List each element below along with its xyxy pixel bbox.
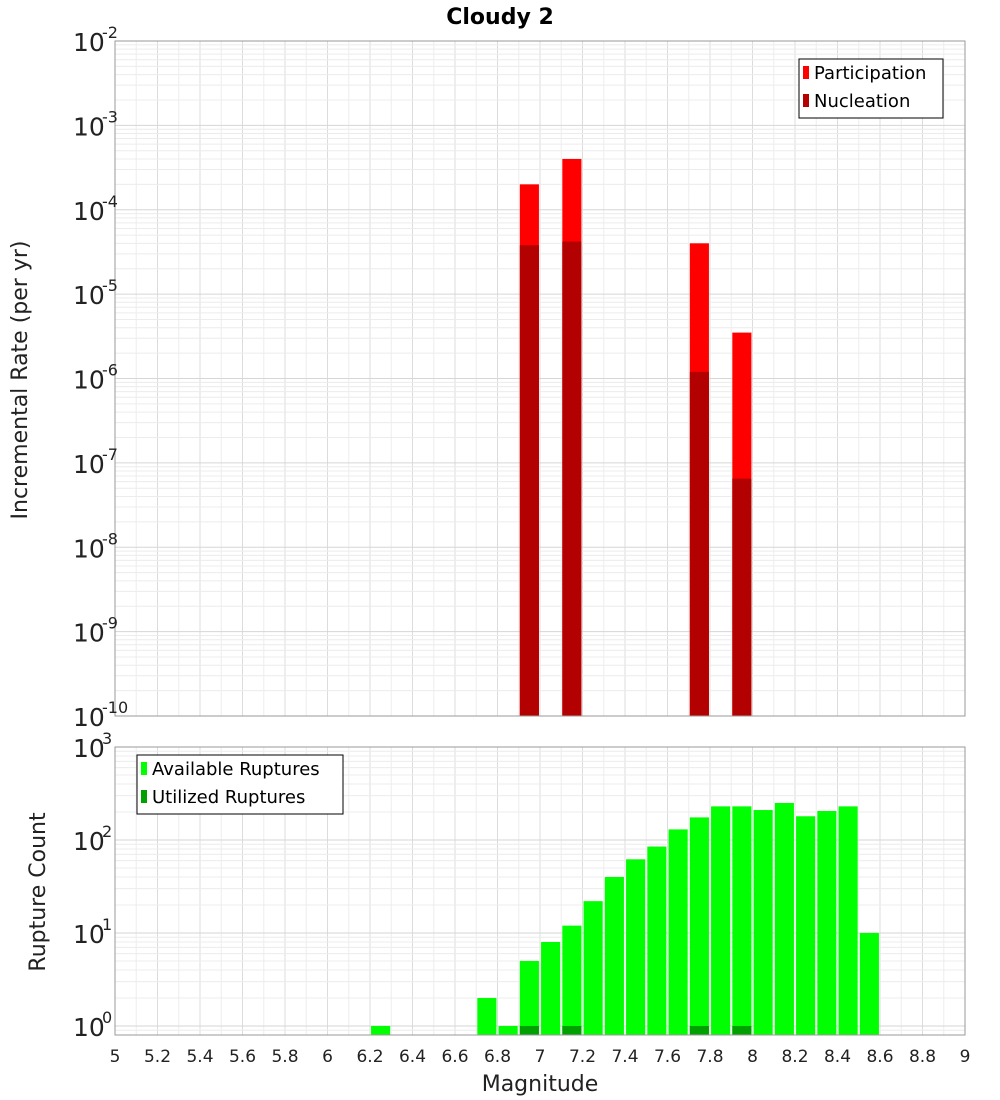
- y-tick-label: 10: [73, 703, 105, 732]
- y-tick-label: 10: [73, 534, 105, 563]
- legend-box: [798, 58, 944, 119]
- bar-available-ruptures: [732, 806, 752, 1035]
- y-tick-label: 10: [73, 366, 105, 395]
- x-tick-label: 6.2: [356, 1047, 383, 1067]
- y-tick-label: 10: [73, 112, 105, 141]
- legend-label: Available Ruptures: [152, 759, 320, 780]
- y-tick-label: 10: [73, 197, 105, 226]
- plot-border: [114, 40, 966, 717]
- bar-utilized-ruptures: [732, 1025, 752, 1035]
- chart-title: Cloudy 2: [446, 5, 554, 30]
- x-tick-label: 8: [747, 1047, 758, 1067]
- legend-box: [136, 754, 344, 815]
- bar-available-ruptures: [562, 925, 582, 1035]
- y-tick-label: 10: [73, 920, 105, 949]
- bar-available-ruptures: [604, 877, 624, 1035]
- x-tick-label: 8.4: [824, 1047, 851, 1067]
- bar-nucleation: [689, 371, 709, 716]
- y-tick-label-exponent: -8: [102, 529, 118, 548]
- x-axis: 5 5.2 5.4 5.6 5.8 6 6.2 6.4 6.6 6.8 7 7.2 7.4 7.6 7.8 8…: [110, 1047, 971, 1067]
- bottom-panel-y-axis-label: Rupture Count: [26, 812, 51, 972]
- bar-available-ruptures: [711, 806, 731, 1035]
- top-panel-y-axis-label: Incremental Rate (per yr): [8, 241, 33, 520]
- x-tick-label: 5.2: [144, 1047, 171, 1067]
- y-tick-label-exponent: -5: [102, 276, 118, 295]
- bar-nucleation: [519, 245, 539, 717]
- bar-utilized-ruptures: [689, 1025, 709, 1035]
- legend-label: Utilized Ruptures: [152, 787, 305, 808]
- x-tick-label: 8.6: [866, 1047, 893, 1067]
- bar-available-ruptures: [838, 806, 858, 1035]
- y-tick-label-exponent: -6: [102, 361, 118, 380]
- bar-available-ruptures: [498, 1025, 518, 1035]
- bar-available-ruptures: [774, 802, 794, 1035]
- y-tick-label: 10: [73, 619, 105, 648]
- y-tick-label-exponent: 2: [102, 822, 112, 841]
- bar-available-ruptures: [519, 960, 539, 1035]
- top-panel: 10-1010-910-810-710-610-510-410-310-2Par…: [73, 23, 966, 732]
- x-tick-label: 6.6: [441, 1047, 468, 1067]
- y-tick-label-exponent: 0: [102, 1008, 112, 1027]
- x-tick-label: 7.6: [654, 1047, 681, 1067]
- x-tick-label: 7.2: [569, 1047, 596, 1067]
- bar-nucleation: [562, 241, 582, 717]
- bar-available-ruptures: [817, 811, 837, 1035]
- y-tick-label-exponent: 1: [102, 915, 112, 934]
- y-tick-label-exponent: -7: [102, 445, 118, 464]
- y-tick-label-exponent: -9: [102, 614, 118, 633]
- bar-utilized-ruptures: [519, 1025, 539, 1035]
- legend: Participation Nucleation: [798, 58, 944, 119]
- x-tick-label: 5.4: [186, 1047, 213, 1067]
- y-tick-label-exponent: -2: [102, 23, 118, 42]
- x-tick-label: 5.8: [271, 1047, 298, 1067]
- x-tick-label: 5: [110, 1047, 121, 1067]
- x-tick-label: 7: [535, 1047, 546, 1067]
- x-tick-label: 6.4: [399, 1047, 426, 1067]
- x-tick-label: 6.8: [484, 1047, 511, 1067]
- bar-available-ruptures: [541, 942, 561, 1035]
- bar-available-ruptures: [583, 901, 603, 1035]
- legend-label: Participation: [814, 63, 926, 84]
- legend-swatch: [141, 762, 147, 775]
- y-tick-label-exponent: 3: [102, 729, 112, 748]
- bar-available-ruptures: [689, 817, 709, 1035]
- x-tick-label: 7.4: [611, 1047, 638, 1067]
- bar-available-ruptures: [647, 846, 667, 1035]
- bar-available-ruptures: [753, 810, 773, 1035]
- bar-utilized-ruptures: [562, 1025, 582, 1035]
- bar-available-ruptures: [626, 859, 646, 1035]
- legend-swatch: [803, 66, 809, 79]
- bar-available-ruptures: [668, 829, 688, 1035]
- y-tick-label-exponent: -4: [102, 192, 118, 211]
- x-tick-label: 8.2: [781, 1047, 808, 1067]
- y-tick-label-exponent: -10: [102, 698, 128, 717]
- y-tick-label: 10: [73, 450, 105, 479]
- bar-available-ruptures: [371, 1025, 391, 1035]
- y-tick-label: 10: [73, 281, 105, 310]
- bar-available-ruptures: [859, 932, 879, 1035]
- x-axis-label: Magnitude: [482, 1072, 599, 1097]
- legend-label: Nucleation: [814, 91, 910, 112]
- legend-swatch: [141, 790, 147, 803]
- x-tick-label: 5.6: [229, 1047, 256, 1067]
- y-tick-label: 10: [73, 1013, 105, 1042]
- plot-border: [114, 746, 966, 1036]
- y-tick-label: 10: [73, 827, 105, 856]
- bar-nucleation: [732, 478, 752, 716]
- y-tick-label: 10: [73, 734, 105, 763]
- x-tick-label: 7.8: [696, 1047, 723, 1067]
- x-tick-label: 8.8: [909, 1047, 936, 1067]
- x-tick-label: 6: [322, 1047, 333, 1067]
- bar-available-ruptures: [477, 997, 497, 1035]
- y-tick-label-exponent: -3: [102, 107, 118, 126]
- bar-available-ruptures: [796, 816, 816, 1035]
- legend-swatch: [803, 94, 809, 107]
- legend: Available Ruptures Utilized Ruptures: [136, 754, 344, 815]
- x-tick-label: 9: [960, 1047, 971, 1067]
- y-tick-label: 10: [73, 28, 105, 57]
